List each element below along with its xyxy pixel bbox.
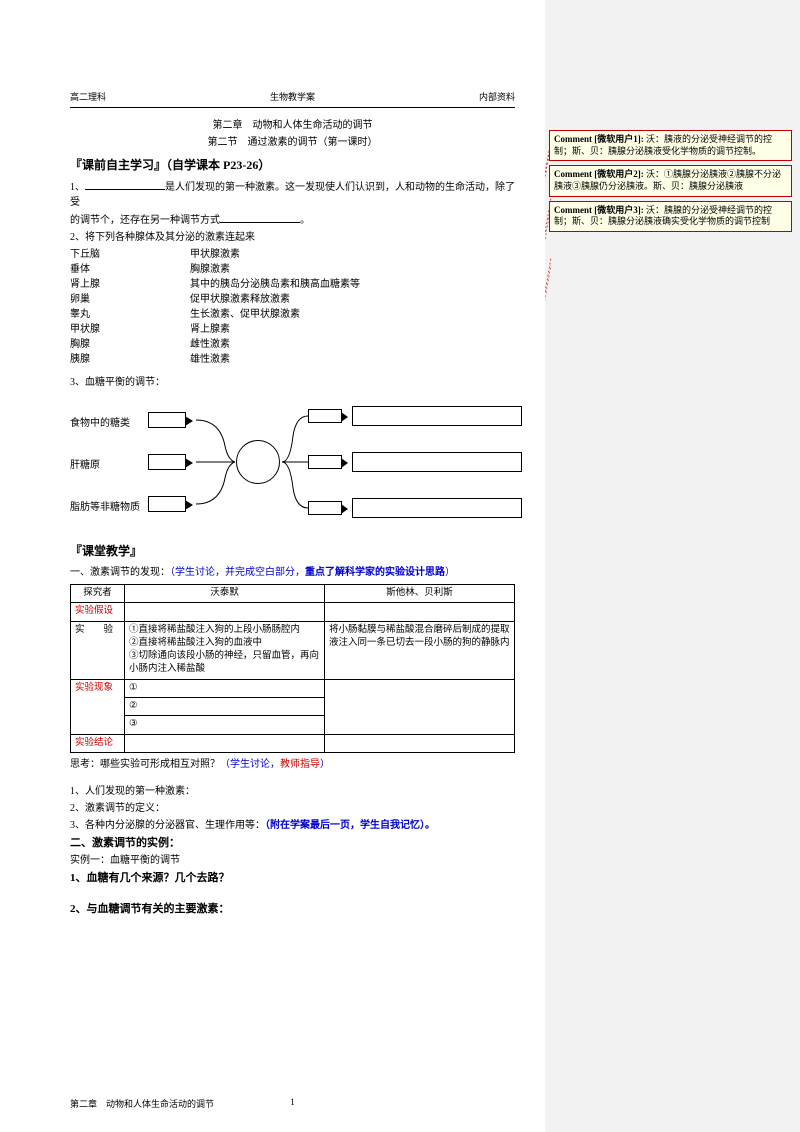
section-1: 一、激素调节的发现：（学生讨论，并完成空白部分，重点了解科学家的实验设计思路） [70,565,515,580]
para-1: 1、是人们发现的第一种激素。这一发现使人们认识到，人和动物的生命活动，除了受 [70,179,515,210]
heading-class: 『课堂教学』 [70,542,515,559]
example-1: 实例一：血糖平衡的调节 [70,853,515,868]
table-row: 实验假设 [71,603,515,621]
comment-bubble[interactable]: Comment [微软用户1]: 沃：胰液的分泌受神经调节的控制；斯、贝：胰腺分… [549,130,792,161]
table-row: 探究者 沃泰默 斯他林、贝利斯 [71,585,515,603]
table-row: 实验现象 ① [71,679,515,697]
comment-bubble[interactable]: Comment [微软用户3]: 沃：胰腺的分泌受神经调节的控制；斯、贝：胰腺分… [549,201,792,232]
comment-bubble[interactable]: Comment [微软用户2]: 沃：①胰腺分泌胰液②胰腺不分泌胰液③胰腺仍分泌… [549,165,792,196]
q2: 2、激素调节的定义： [70,801,515,816]
blank [85,179,165,190]
arrow-icon [308,501,342,515]
output-box [352,406,522,426]
blood-sugar-diagram: 食物中的糖类 肝糖原 脂肪等非糖物质 [70,396,515,536]
heading-prestudy: 『课前自主学习』（自学课本 P23-26） [70,156,515,173]
blank [220,212,300,223]
header-rule [70,107,515,108]
para-1b: 的调节个，还存在另一种调节方式。 [70,212,515,228]
header-right: 内部资料 [479,90,515,103]
section-title: 第二节 通过激素的调节（第一课时） [70,133,515,148]
experiment-table: 探究者 沃泰默 斯他林、贝利斯 实验假设 实 验 ①直接将稀盐酸注入狗的上段小肠… [70,584,515,753]
header-left: 高二理科 [70,90,106,103]
page-footer: 第二章 动物和人体生命活动的调节 1 [70,1097,515,1110]
arrow-icon [308,409,342,423]
header-center: 生物教学案 [270,90,315,103]
output-box [352,452,522,472]
output-box [352,498,522,518]
para-2: 2、将下列各种腺体及其分泌的激素连起来 [70,230,515,245]
q1: 1、人们发现的第一种激素： [70,784,515,799]
table-row: 实验结论 [71,734,515,752]
document-content: 高二理科 生物教学案 内部资料 第二章 动物和人体生命活动的调节 第二节 通过激… [0,0,545,1132]
page-header: 高二理科 生物教学案 内部资料 [70,90,515,103]
arrow-icon [148,496,186,512]
q5: 2、与血糖调节有关的主要激素： [70,901,515,918]
q3: 3、各种内分泌腺的分泌器官、生理作用等：（附在学案最后一页，学生自我记忆）。 [70,818,515,833]
heading-examples: 二、激素调节的实例： [70,835,515,852]
q4: 1、血糖有几个来源？几个去路？ [70,870,515,887]
table-row: 实 验 ①直接将稀盐酸注入狗的上段小肠肠腔内 ②直接将稀盐酸注入狗的血液中 ③切… [71,621,515,679]
arrow-icon [148,412,186,428]
circle-node [236,440,280,484]
gland-list: 下丘脑甲状腺激素 垂体胸腺激素 肾上腺其中的胰岛分泌胰岛素和胰高血糖素等 卵巢促… [70,247,515,367]
chapter-title: 第二章 动物和人体生命活动的调节 [70,116,515,131]
para-3: 3、血糖平衡的调节： [70,375,515,390]
think-line: 思考：哪些实验可形成相互对照？（学生讨论，教师指导） [70,757,515,772]
arrow-icon [308,455,342,469]
arrow-icon [148,454,186,470]
comments-pane: Comment [微软用户1]: 沃：胰液的分泌受神经调节的控制；斯、贝：胰腺分… [545,0,800,1132]
